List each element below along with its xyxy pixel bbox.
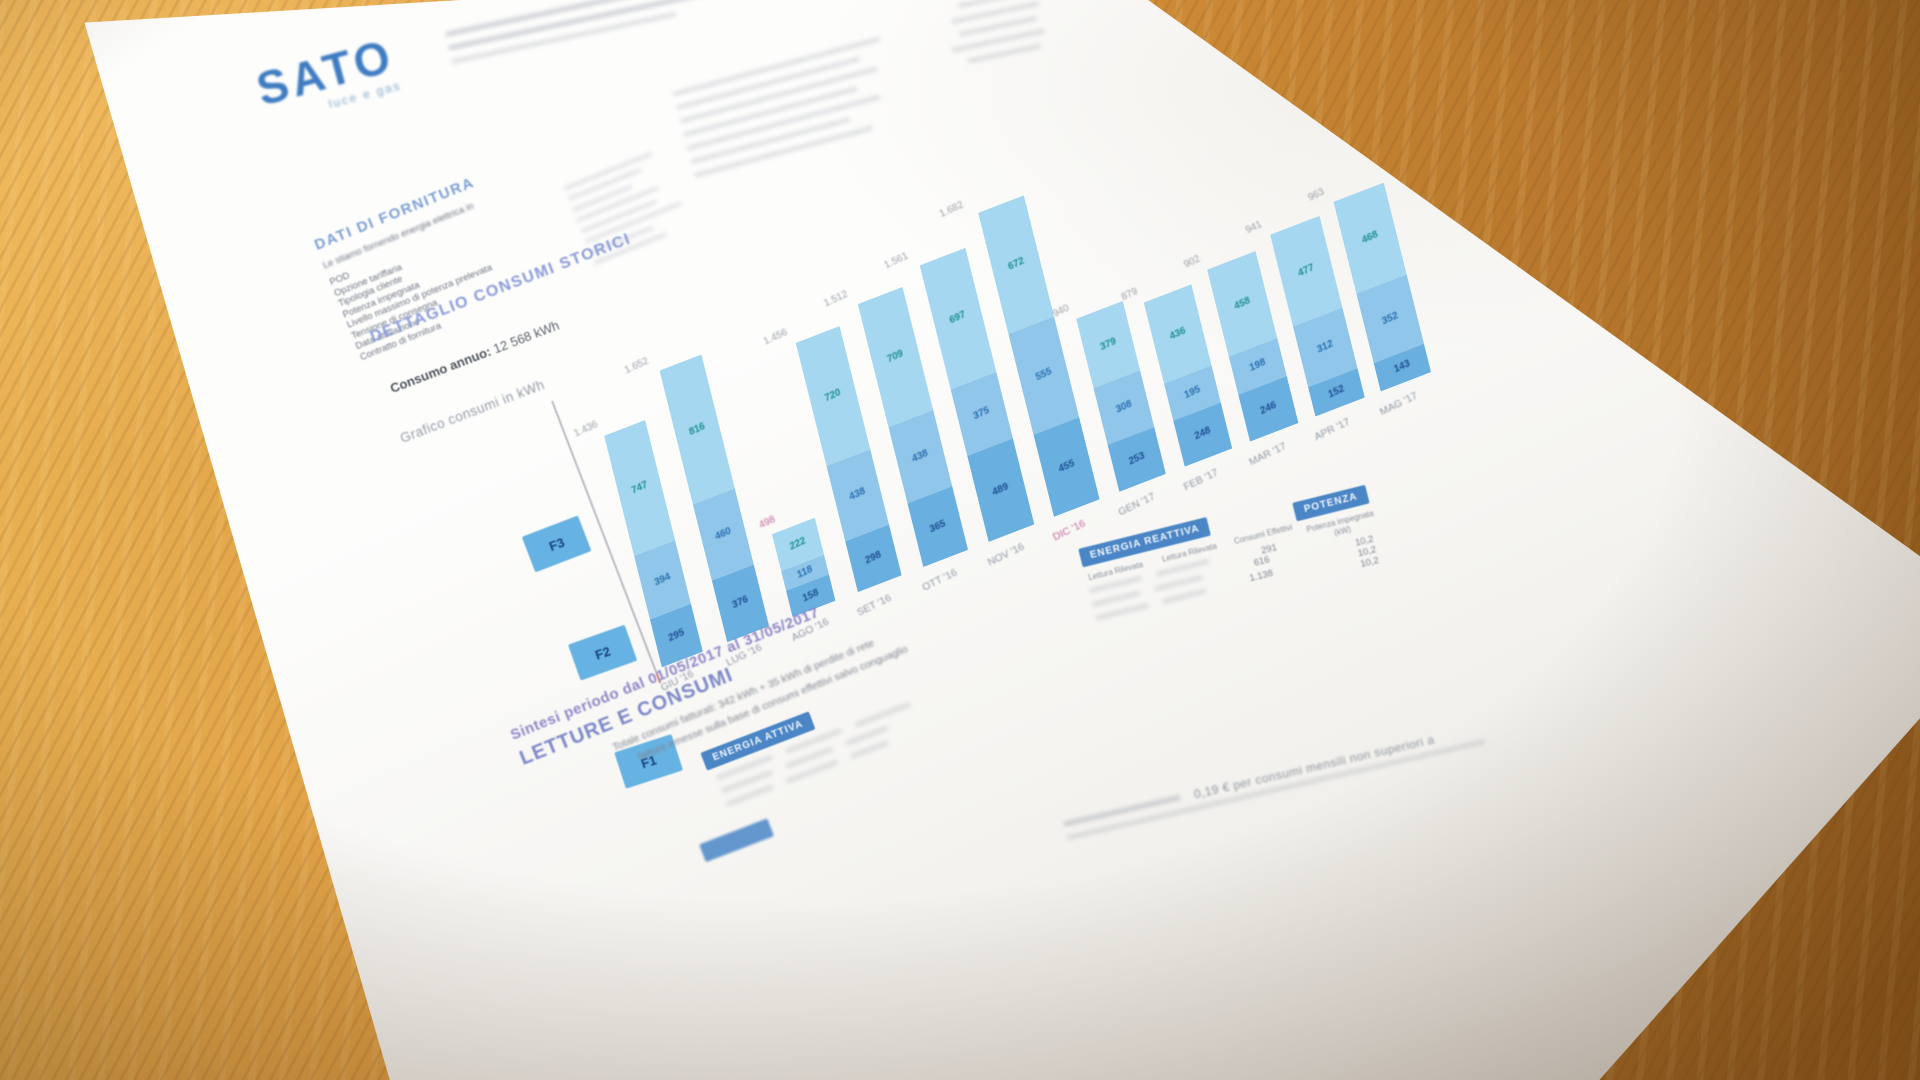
bar-segment-label: 436 (1152, 317, 1202, 349)
bar-segment-label: 379 (1084, 328, 1133, 360)
bar-segment-label: 198 (1232, 350, 1283, 383)
bar-segment-label: 460 (701, 519, 745, 549)
bar-segment-label: 455 (1042, 451, 1091, 482)
legend-box-f3: F3 (522, 515, 592, 572)
bar-segment-label: 222 (775, 529, 820, 559)
bar-segment-label: 555 (1020, 359, 1069, 390)
x-axis-month-label: MAR '17 (1247, 440, 1288, 468)
bar-segment-label: 709 (872, 341, 919, 372)
bar-segment-label: 747 (618, 473, 662, 502)
bar-segment-label: 248 (1178, 418, 1228, 450)
bar-total-label: 1.561 (882, 250, 909, 271)
bottom-note-text: 0,19 € per consumi mensili non superiori… (1193, 732, 1436, 801)
chart-caption-block: Grafico consumi in kWh (398, 377, 547, 446)
bar-segment-label: 246 (1243, 392, 1294, 425)
bar-total-label: 879 (1120, 286, 1140, 303)
photo-scene: SATO luce e gas DAT (0, 0, 1920, 1080)
bar-segment-f3: 672 (978, 195, 1054, 334)
x-axis-month-label: APR '17 (1312, 416, 1352, 444)
bar-segment-label: 477 (1280, 254, 1332, 287)
bar-total-label: 1.436 (572, 419, 599, 440)
customer-info-block (672, 36, 905, 186)
bar-segment-f3: 816 (659, 354, 734, 504)
bar-segment-label: 375 (957, 397, 1005, 428)
bar-segment-label: 295 (655, 621, 699, 650)
bar-segment-f3: 747 (604, 420, 675, 556)
x-axis-month-label: DIC '16 (1051, 517, 1087, 543)
header-address-block (445, 0, 733, 73)
bar-segment-label: 458 (1217, 287, 1268, 320)
bar-segment-f3: 468 (1333, 183, 1406, 294)
bar-total-label: 1.456 (762, 327, 789, 348)
bar-segment-label: 489 (976, 474, 1024, 505)
bar-total-label: 941 (1244, 219, 1264, 236)
chart-caption: Grafico consumi in kWh (398, 377, 547, 446)
bar-segment-f1: 455 (1033, 417, 1100, 517)
blurred-table-header (699, 818, 774, 862)
bar-segment-label: 438 (834, 480, 880, 510)
invoice-meta-block (928, 0, 1050, 78)
bar-segment-label: 352 (1364, 302, 1417, 335)
x-axis-month-label: MAG '17 (1378, 390, 1420, 419)
bar-segment-f3: 477 (1270, 215, 1342, 326)
bar-segment-label: 376 (718, 588, 762, 618)
blurred-text-line (1066, 739, 1486, 841)
bar-segment-label: 697 (934, 302, 982, 333)
bottom-note-block: 0,19 € per consumi mensili non superiori… (1062, 721, 1488, 849)
bar-total-label: 963 (1307, 187, 1327, 204)
bar-segment-label: 438 (897, 441, 944, 472)
bar-segment-label: 312 (1299, 330, 1351, 363)
bar-total-label: 1.512 (822, 288, 849, 309)
bar-total-label: 1.682 (938, 200, 965, 221)
bar-total-label: 940 (1051, 303, 1071, 320)
bar-segment-label: 365 (914, 511, 961, 542)
bar-segment-label: 298 (850, 543, 896, 573)
x-axis-month-label: GEN '17 (1116, 490, 1157, 518)
bar-segment-label: 672 (992, 249, 1041, 280)
bar-segment-label: 253 (1112, 443, 1161, 475)
annual-consumption-label: Consumo annuo: (388, 344, 493, 396)
legend-box-f2: F2 (568, 625, 637, 681)
paper-sheet: SATO luce e gas DAT (0, 0, 1920, 1080)
x-axis-month-label: NOV '16 (986, 541, 1027, 569)
x-axis-month-label: FEB '17 (1182, 466, 1221, 493)
x-axis-month-label: OTT '16 (920, 566, 959, 593)
blurred-text-line (679, 66, 878, 124)
bar-segment-label: 195 (1167, 376, 1217, 408)
bar-segment-label: 308 (1099, 391, 1148, 423)
logo: SATO luce e gas (252, 32, 403, 128)
bar-total-label: 498 (757, 514, 777, 531)
bar-segment-f3: 709 (858, 287, 933, 428)
bar-segment-label: 468 (1344, 221, 1397, 254)
bar-segment-label: 816 (675, 414, 719, 444)
bar-segment-f3: 697 (920, 248, 996, 389)
bar-segment-f3: 720 (796, 326, 870, 466)
bar-total-label: 902 (1182, 254, 1202, 271)
bar-segment-f1: 489 (967, 438, 1034, 542)
bar-segment-label: 720 (810, 381, 856, 411)
bar-segment-f2: 555 (1008, 317, 1079, 435)
bar-segment-label: 394 (641, 565, 685, 594)
bar-total-label: 1.652 (623, 356, 650, 377)
